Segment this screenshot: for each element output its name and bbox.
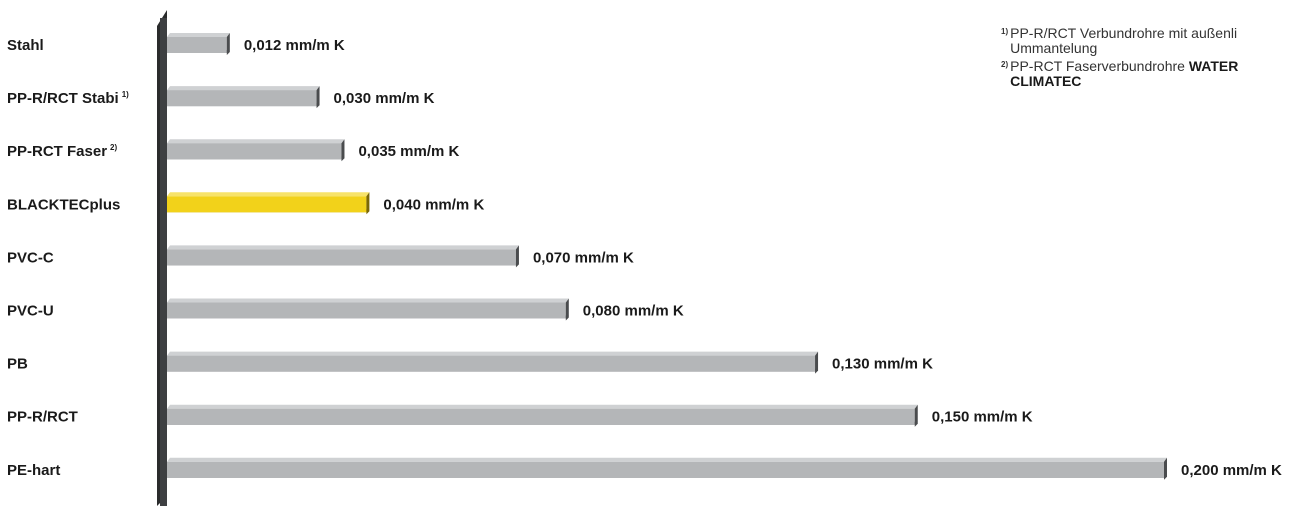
footnote-2-text: PP-RCT Faserverbundrohre [1010,58,1189,74]
axis-wall-front [160,18,167,506]
category-label: PP-R/RCT [7,409,78,426]
bar-front-face [167,196,367,213]
value-label: 0,030 mm/m K [334,90,435,107]
value-label: 0,200 mm/m K [1181,462,1282,479]
value-label: 0,130 mm/m K [832,356,933,373]
footnote-2-text2: CLIMATEC [1010,73,1082,89]
category-label: PVC-C [7,249,54,266]
category-label: Stahl [7,37,44,54]
category-label: PP-R/RCT Stabi 1) [7,90,129,107]
footnote-1-text: PP-R/RCT Verbundrohre mit außenli [1010,26,1238,41]
bars [167,33,1167,480]
bar-top-face [167,33,230,37]
bar-end-face [565,298,569,321]
bar-top-face [167,86,320,91]
bar-pp-r-rct [167,404,918,427]
footnote-1-mark: 1) [1001,27,1009,36]
bar-end-face [316,86,320,109]
bar-end-face [914,404,918,427]
bar-end-face [341,139,345,162]
bar-end-face [1164,457,1167,480]
footnote-1-text2: Ummantelung [1010,40,1098,56]
value-label: 0,040 mm/m K [383,196,484,213]
bar-pe-hart [167,457,1167,480]
bar-front-face [167,90,317,107]
category-label: PE-hart [7,462,60,479]
value-label: 0,035 mm/m K [358,143,459,160]
bar-blacktecplus [167,192,370,215]
bar-top-face [167,351,819,356]
labels: Stahl 0,012 mm/m K PP-R/RCT Stabi 1) 0,030 m… [7,37,1282,479]
bar-pp-rct-faser [167,139,345,162]
bar-top-face [167,298,569,303]
category-footnote-mark: 2) [110,143,117,152]
footnote-1: 1) PP-R/RCT Verbundrohre mit außenli Umm… [1001,26,1307,56]
bar-end-face [515,245,519,268]
footnote-2-bold: WATER [1188,58,1239,74]
bar-top-face [167,457,1167,462]
footnote-2: 2) PP-RCT Faserverbundrohre WATER CLIMAT… [1001,59,1307,89]
bar-front-face [167,249,516,266]
bar-end-face [815,351,819,374]
bar-front-face [167,408,915,425]
bar-front-face [167,302,566,319]
bar-front-face [167,461,1164,478]
bar-front-face [167,355,816,372]
value-label: 0,080 mm/m K [583,303,684,320]
bar-stahl [167,33,230,55]
bar-top-face [167,192,370,197]
value-label: 0,150 mm/m K [932,409,1033,426]
value-label: 0,070 mm/m K [533,249,634,266]
bar-end-face [226,33,230,55]
category-label: BLACKTECplus [7,196,120,213]
bar-top-face [167,245,519,250]
category-label: PB [7,356,28,373]
footnote-2-mark: 2) [1001,60,1009,69]
category-footnote-mark: 1) [122,90,129,99]
bar-pp-r-rct-stabi [167,86,320,109]
bar-pb [167,351,819,374]
value-label: 0,012 mm/m K [244,37,345,54]
chart-axis [157,10,167,506]
bar-pvc-u [167,298,569,321]
bar-pvc-c [167,245,519,268]
bar-top-face [167,404,918,409]
bar-top-face [167,139,345,144]
bar-front-face [167,143,342,160]
bar-front-face [167,37,227,53]
bar-end-face [366,192,370,215]
category-label: PVC-U [7,303,54,320]
category-label: PP-RCT Faser 2) [7,143,117,160]
footnotes: 1) PP-R/RCT Verbundrohre mit außenli Umm… [1001,26,1307,92]
